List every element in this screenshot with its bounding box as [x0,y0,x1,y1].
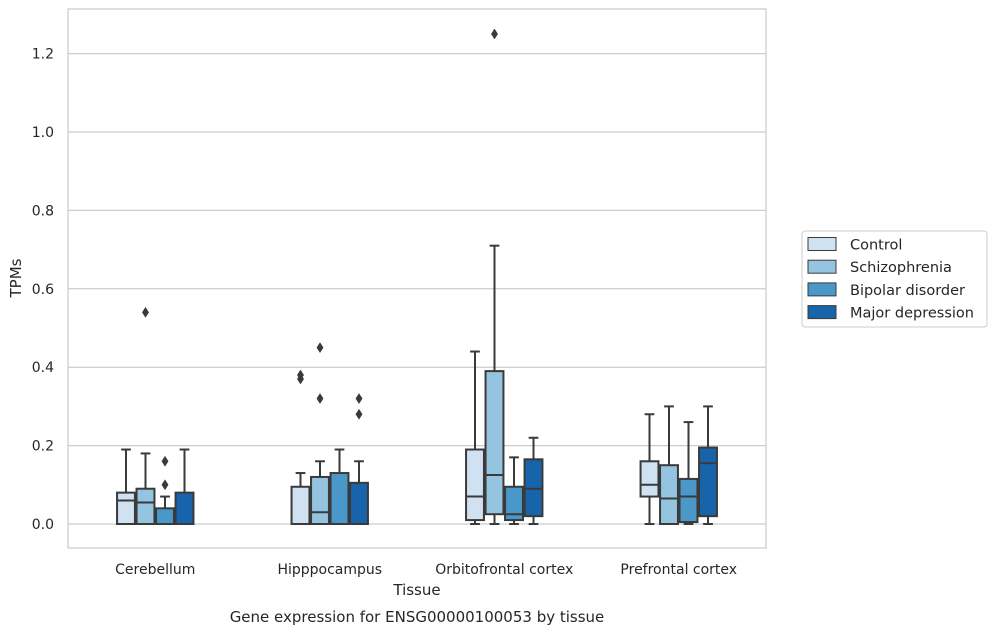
y-axis-ticks: 0.0 0.2 0.4 0.6 0.8 1.0 1.2 [32,47,54,533]
box-group [639,413,660,525]
box-body [678,477,699,524]
box-body [116,491,136,526]
box-body [329,472,350,526]
outlier-point [316,393,324,405]
box-body [465,448,485,522]
box-body [484,370,505,516]
box-body [174,491,195,526]
box-group [310,342,330,525]
box-group [698,405,718,525]
legend-frame [801,230,988,328]
legend: Control Schizophrenia Bipolar disorder Majo… [801,230,988,328]
x-tick-label: Orbitofrontal cortex [435,562,573,578]
outlier-point [161,455,169,467]
y-tick-label: 0.4 [32,360,54,376]
box-group [174,448,195,526]
legend-swatch [807,282,837,297]
legend-label: Major depression [850,306,974,322]
box-group [504,456,524,525]
legend-swatch [807,237,837,251]
box-body [155,507,175,526]
outlier-point [355,408,363,420]
box-body [135,487,156,525]
plot-area-frame [67,8,767,549]
outlier-point [355,393,363,405]
box-body [290,485,311,526]
legend-label: Bipolar disorder [850,283,965,299]
x-axis-label: Tissue [392,581,440,599]
box-group [116,448,136,526]
box-group [678,421,699,525]
box-group [135,306,156,525]
x-tick-label: Cerebellum [115,562,195,578]
y-tick-label: 1.2 [32,47,54,63]
box-body [659,464,679,526]
y-axis-label: TPMs [7,258,25,298]
y-tick-label: 1.0 [32,125,54,141]
box-group [329,448,350,526]
box-group [349,393,369,525]
box-group [484,28,505,525]
y-gridlines [68,52,766,525]
legend-swatch [807,305,837,320]
legend-label: Schizophrenia [850,260,952,276]
outlier-point [316,342,324,354]
box-body [504,485,524,522]
box-body [310,475,330,525]
box-body [639,460,660,498]
box-group [523,436,544,525]
box-body [349,481,369,525]
outlier-point [491,28,498,40]
box-plot-marks [116,28,718,526]
legend-label: Control [850,238,902,254]
y-tick-label: 0.6 [32,282,54,298]
box-group [290,369,311,526]
x-tick-label: Prefrontal cortex [620,562,737,578]
y-tick-label: 0.8 [32,203,54,219]
y-tick-label: 0.2 [32,439,54,455]
figure-caption: Gene expression for ENSG00000100053 by t… [230,608,605,626]
x-tick-label: Hipppocampus [277,562,382,578]
x-axis-ticks: Cerebellum Hipppocampus Orbitofrontal cort… [115,562,737,578]
box-group [155,455,175,526]
box-group [465,350,485,525]
outlier-point [297,369,304,381]
outlier-point [161,479,169,491]
y-tick-label: 0.0 [32,517,54,533]
box-body [698,446,718,518]
legend-swatch [807,259,837,274]
outlier-point [142,306,149,318]
box-group [659,405,679,526]
